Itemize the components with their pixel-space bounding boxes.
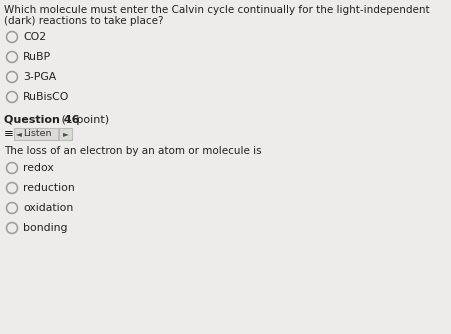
Text: redox: redox	[23, 163, 54, 173]
Text: (1 point): (1 point)	[58, 115, 109, 125]
Circle shape	[6, 202, 18, 213]
Circle shape	[6, 92, 18, 103]
Text: Which molecule must enter the Calvin cycle continually for the light-independent: Which molecule must enter the Calvin cyc…	[4, 5, 428, 15]
FancyBboxPatch shape	[59, 128, 72, 140]
Text: Question 46: Question 46	[4, 115, 79, 125]
Text: The loss of an electron by an atom or molecule is: The loss of an electron by an atom or mo…	[4, 146, 261, 156]
Circle shape	[6, 71, 18, 82]
Text: ◄: ◄	[16, 130, 22, 139]
FancyBboxPatch shape	[14, 128, 58, 140]
Text: bonding: bonding	[23, 223, 67, 233]
Text: 3-PGA: 3-PGA	[23, 72, 56, 82]
Text: Listen: Listen	[23, 130, 51, 139]
Text: (dark) reactions to take place?: (dark) reactions to take place?	[4, 16, 163, 26]
Text: reduction: reduction	[23, 183, 74, 193]
Text: oxidation: oxidation	[23, 203, 73, 213]
Circle shape	[6, 182, 18, 193]
Text: ≡: ≡	[4, 128, 14, 141]
Circle shape	[6, 31, 18, 42]
Circle shape	[6, 222, 18, 233]
Text: RuBP: RuBP	[23, 52, 51, 62]
Circle shape	[6, 51, 18, 62]
Circle shape	[6, 163, 18, 173]
Text: RuBisCO: RuBisCO	[23, 92, 69, 102]
Text: ►: ►	[62, 130, 68, 139]
Text: CO2: CO2	[23, 32, 46, 42]
